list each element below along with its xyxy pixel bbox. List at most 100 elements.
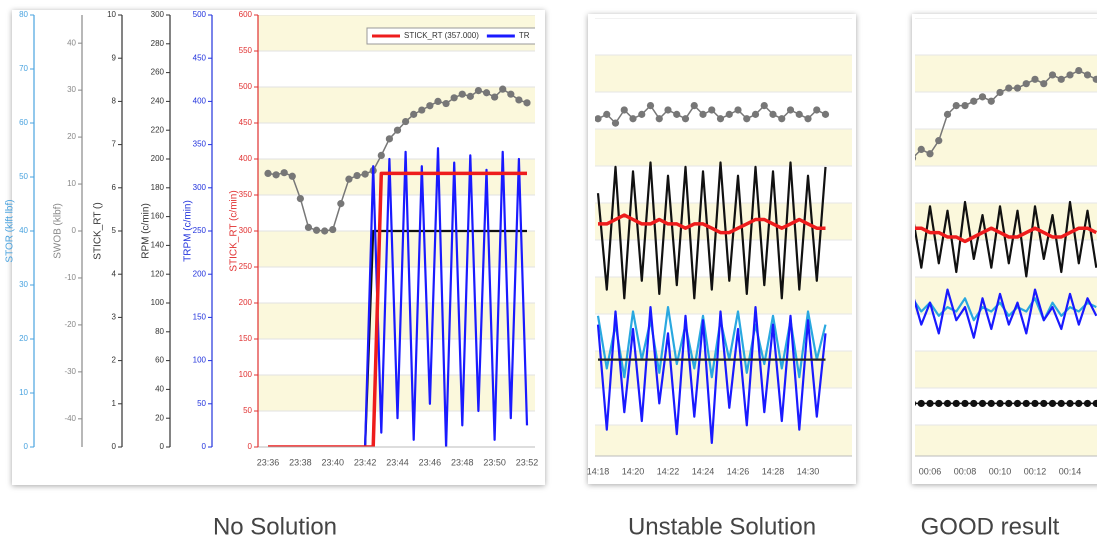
data-point <box>1048 71 1057 79</box>
legend: STICK_RT (357.000) TR <box>366 27 535 45</box>
data-point <box>482 89 491 97</box>
x-tick-label: 14:24 <box>692 466 715 476</box>
x-tick-label: 00:06 <box>919 466 942 476</box>
data-point <box>1066 399 1074 408</box>
data-point <box>1092 399 1097 408</box>
x-tick-label: 23:38 <box>289 457 312 467</box>
legend-label: TR <box>519 31 530 40</box>
data-point <box>1022 80 1030 88</box>
data-point <box>1040 399 1048 408</box>
y-tick-label: 100 <box>151 298 165 307</box>
y-tick-label: 160 <box>151 212 165 221</box>
y-tick-label: 20 <box>67 132 76 141</box>
y-tick-label: 180 <box>151 183 165 192</box>
x-tick-label: 14:22 <box>657 466 680 476</box>
data-point <box>353 171 361 180</box>
y-tick-label: 260 <box>151 68 165 77</box>
data-point <box>304 223 313 231</box>
y-tick-label: 300 <box>151 10 165 19</box>
data-point <box>321 227 329 235</box>
y-tick-label: -40 <box>64 414 76 423</box>
y-tick-label: 0 <box>24 442 29 451</box>
data-point <box>987 97 995 105</box>
data-point <box>786 106 795 114</box>
data-point <box>734 106 742 114</box>
data-point <box>1057 75 1065 83</box>
y-tick-label: 400 <box>239 154 253 163</box>
x-tick-label: 23:52 <box>516 457 539 467</box>
y-axis-title: RPM (c/min) <box>141 203 152 259</box>
data-point <box>743 115 751 123</box>
y-tick-label: 2 <box>112 356 117 365</box>
data-point <box>1013 84 1022 92</box>
plot-area <box>595 18 852 456</box>
y-tick-label: 350 <box>239 190 253 199</box>
x-tick-label: 23:50 <box>483 457 506 467</box>
y-tick-label: 50 <box>243 406 252 415</box>
data-point <box>760 102 768 110</box>
data-point <box>491 93 499 101</box>
y-axis-title: STICK_RT () <box>93 202 104 259</box>
data-point <box>935 137 943 145</box>
x-tick-label: 00:14 <box>1059 466 1082 476</box>
data-point <box>1022 399 1030 408</box>
data-point <box>690 102 698 110</box>
y-tick-label: 60 <box>19 118 28 127</box>
x-tick-label: 14:26 <box>727 466 750 476</box>
series-line <box>915 288 1097 339</box>
y-tick-label: 10 <box>107 10 116 19</box>
series-line <box>915 226 1097 244</box>
data-point <box>978 93 987 101</box>
data-point <box>978 399 987 408</box>
data-point <box>917 399 925 408</box>
x-tick-label: 14:18 <box>587 466 610 476</box>
data-point <box>474 87 483 95</box>
data-point <box>1031 399 1039 408</box>
y-tick-label: 10 <box>19 388 28 397</box>
data-point <box>708 106 716 114</box>
x-tick-label: 00:08 <box>954 466 977 476</box>
grid-band <box>258 87 535 123</box>
data-point <box>778 115 786 123</box>
data-point <box>523 99 531 107</box>
data-point <box>1075 66 1083 75</box>
y-tick-label: 250 <box>239 262 253 271</box>
y-tick-label: 350 <box>193 140 207 149</box>
y-tick-label: 1 <box>112 399 117 408</box>
y-tick-label: 500 <box>239 82 253 91</box>
y-tick-label: 0 <box>160 442 165 451</box>
y-tick-label: 200 <box>193 269 207 278</box>
data-point <box>655 115 663 123</box>
y-tick-label: 10 <box>67 179 76 188</box>
data-point <box>664 106 672 114</box>
y-tick-label: 100 <box>239 370 253 379</box>
data-point <box>1040 80 1048 88</box>
y-tick-label: 150 <box>239 334 253 343</box>
data-point <box>699 110 707 118</box>
y-tick-label: -10 <box>64 273 76 282</box>
band <box>915 425 1097 456</box>
band <box>595 425 852 456</box>
data-point <box>620 106 628 114</box>
y-tick-label: 3 <box>112 313 117 322</box>
data-point <box>272 171 280 179</box>
data-point <box>312 226 321 234</box>
y-tick-label: 550 <box>239 46 253 55</box>
data-point <box>337 200 345 208</box>
data-point <box>296 195 304 203</box>
data-point <box>1048 399 1057 408</box>
y-tick-label: 50 <box>19 172 28 181</box>
data-point <box>595 115 602 123</box>
data-point <box>466 92 474 100</box>
data-point <box>499 85 507 93</box>
x-tick-label: 23:42 <box>354 457 377 467</box>
data-point <box>917 145 925 153</box>
grid-band <box>258 303 535 339</box>
band <box>915 129 1097 166</box>
data-point <box>1075 399 1083 408</box>
y-axis-title: TRPM (c/min) <box>183 200 194 262</box>
y-tick-label: 7 <box>112 140 117 149</box>
data-point <box>1031 75 1039 83</box>
x-tick-label: 14:20 <box>622 466 645 476</box>
